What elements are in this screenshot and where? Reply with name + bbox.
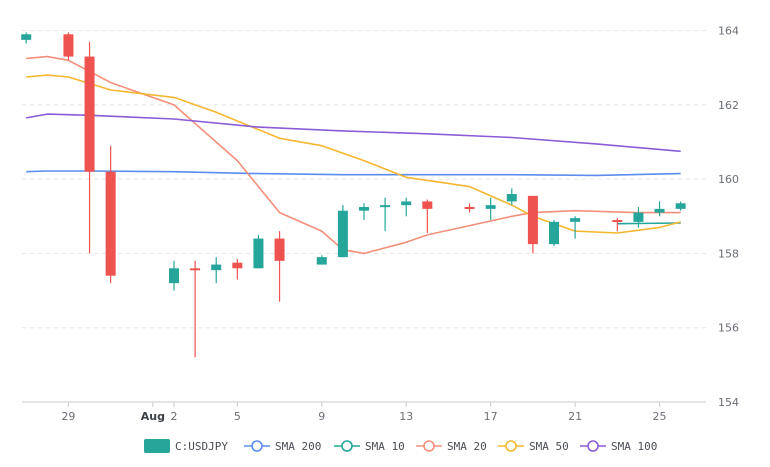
candle-body-up (654, 208, 665, 213)
candle-layer (21, 32, 686, 358)
legend-item-sma-50[interactable]: SMA 50 (498, 440, 569, 453)
legend-swatch-marker (587, 440, 599, 452)
candle-body-up (380, 205, 391, 208)
candle-body-down (612, 220, 623, 222)
legend-label: SMA 20 (447, 440, 487, 453)
legend-swatch-marker (251, 440, 263, 452)
legend-item-sma-100[interactable]: SMA 100 (580, 440, 657, 453)
x-tick-label: 13 (399, 410, 413, 423)
candle-body-up (401, 201, 412, 206)
candle-body-up (337, 210, 348, 258)
candle-body-up (485, 205, 496, 209)
legend-item-sma-10[interactable]: SMA 10 (334, 440, 405, 453)
series-line-sma-50 (26, 74, 681, 234)
candle-body-up (316, 257, 327, 265)
legend-swatch-marker (341, 440, 353, 452)
candle-body-up (253, 238, 264, 269)
candle-body-down (63, 34, 74, 57)
candle-body-up (21, 34, 32, 40)
candle-body-up (211, 264, 222, 271)
candle-body-down (232, 262, 243, 269)
candle-body-up (675, 203, 686, 209)
y-tick-label: 154 (718, 396, 739, 409)
legend-label: SMA 50 (529, 440, 569, 453)
series-line-sma-10 (617, 222, 681, 225)
candle-body-up (549, 221, 559, 245)
candle-body-down (527, 195, 538, 245)
legend-swatch-marker (423, 440, 435, 452)
x-tick-label: 2 (171, 410, 178, 423)
legend-item-sma-20[interactable]: SMA 20 (416, 440, 487, 453)
y-tick-label: 162 (718, 99, 739, 112)
series-line-sma-200 (26, 170, 681, 177)
candle-body-up (359, 207, 369, 211)
candle-body-down (84, 56, 95, 172)
x-tick-label: 17 (484, 410, 498, 423)
series-line-sma-100 (26, 113, 681, 153)
candle-body-down (190, 268, 201, 271)
legend[interactable]: C:USDJPY SMA 200 SMA 10 SMA 20 SMA 50 SMA 100 (144, 439, 657, 453)
legend-label: SMA 100 (611, 440, 657, 453)
x-tick-label: 25 (653, 410, 667, 423)
legend-label: SMA 200 (275, 440, 321, 453)
candle-body-up (506, 194, 517, 202)
x-tick-label: 21 (568, 410, 582, 423)
y-tick-label: 158 (718, 247, 739, 260)
candle-body-up (633, 212, 644, 222)
y-tick-label: 160 (718, 173, 739, 186)
x-tick-label: 29 (61, 410, 75, 423)
legend-label: C:USDJPY (175, 440, 228, 453)
y-tick-label: 156 (718, 322, 739, 335)
series-line-sma-20 (26, 55, 681, 255)
candle-body-up (570, 218, 581, 222)
y-tick-label: 164 (718, 25, 739, 38)
candle-body-down (274, 238, 285, 261)
x-tick-label: 5 (234, 410, 241, 423)
candle-body-down (464, 207, 475, 209)
legend-item-sma-200[interactable]: SMA 200 (244, 440, 321, 453)
legend-swatch-marker (505, 440, 517, 452)
series-layer (26, 55, 681, 255)
x-tick-label: Aug (141, 410, 165, 423)
x-tick-label: 9 (318, 410, 325, 423)
candle-body-down (105, 171, 116, 276)
legend-swatch-box (144, 439, 170, 453)
legend-label: SMA 10 (365, 440, 405, 453)
candle-body-down (422, 201, 433, 209)
legend-item-c-usdjpy[interactable]: C:USDJPY (144, 439, 228, 453)
candle-body-up (169, 268, 179, 284)
